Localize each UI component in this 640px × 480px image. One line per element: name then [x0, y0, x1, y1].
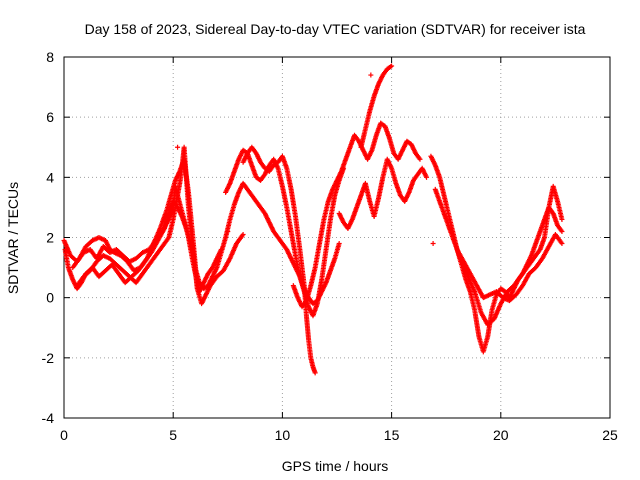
data-point	[424, 174, 430, 180]
series-track-h	[290, 120, 423, 310]
data-marks	[61, 63, 565, 376]
x-tick-label: 25	[602, 427, 618, 443]
data-point	[336, 241, 342, 247]
chart-title: Day 158 of 2023, Sidereal Day-to-day VTE…	[85, 21, 586, 37]
series-track-i	[336, 156, 430, 231]
y-tick-label: -2	[42, 350, 55, 366]
data-point	[559, 228, 565, 234]
data-point	[225, 228, 231, 234]
series-track-m	[454, 231, 565, 304]
data-point	[559, 216, 565, 222]
series-outliers	[175, 72, 436, 247]
data-point	[430, 241, 436, 247]
x-tick-label: 0	[60, 427, 68, 443]
x-tick-label: 10	[275, 427, 291, 443]
data-point	[389, 63, 395, 69]
data-point	[559, 241, 565, 247]
series-track-d	[74, 144, 198, 289]
y-tick-label: 8	[46, 49, 54, 65]
y-axis-label: SDTVAR / TECUs	[5, 182, 21, 294]
y-tick-label: 2	[46, 230, 54, 246]
axis-ticks: 0 5 10 15 20 25 -4 -2 0 2 4 6 8	[42, 49, 618, 443]
x-axis-label: GPS time / hours	[282, 458, 389, 474]
data-point	[240, 231, 246, 237]
data-point	[312, 370, 318, 376]
y-tick-label: 6	[46, 109, 54, 125]
data-point	[368, 72, 374, 78]
x-tick-label: 15	[384, 427, 400, 443]
series-track-j	[358, 63, 395, 150]
y-tick-label: 4	[46, 169, 54, 185]
y-tick-label: -4	[42, 410, 55, 426]
series-track-g	[240, 144, 318, 376]
data-point	[175, 144, 181, 150]
x-tick-label: 5	[169, 427, 177, 443]
y-tick-label: 0	[46, 290, 54, 306]
data-point	[417, 156, 423, 162]
x-tick-label: 20	[493, 427, 509, 443]
